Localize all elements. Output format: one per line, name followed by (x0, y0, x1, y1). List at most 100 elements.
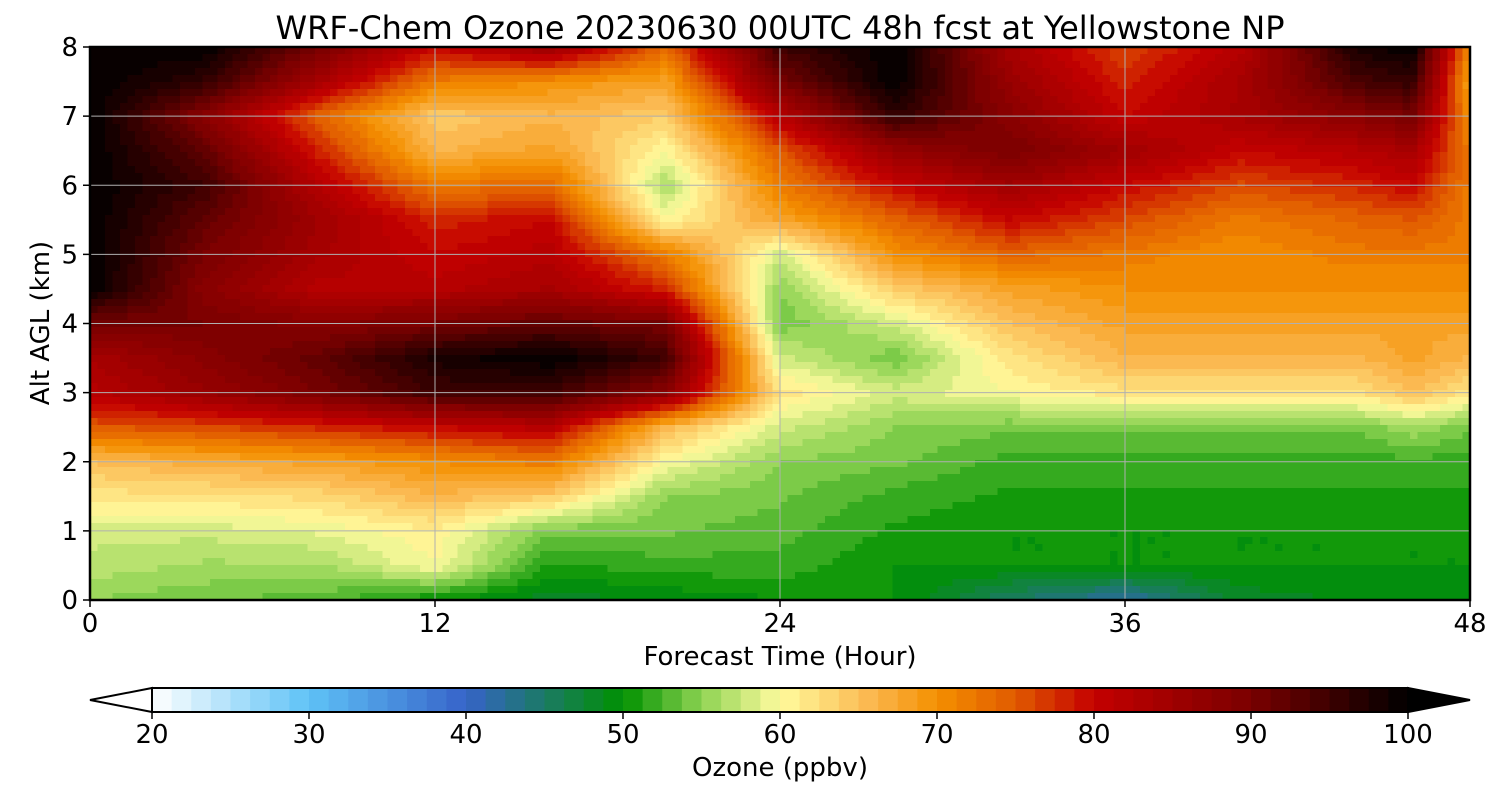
heatmap-cell (1410, 215, 1419, 223)
heatmap-cell (1117, 180, 1126, 188)
heatmap-cell (1095, 89, 1104, 97)
heatmap-cell (1057, 110, 1066, 118)
heatmap-cell (1140, 47, 1149, 55)
heatmap-cell (1312, 89, 1321, 97)
heatmap-cell (180, 61, 189, 69)
heatmap-cell (1147, 229, 1156, 237)
heatmap-cell (1372, 159, 1381, 167)
heatmap-cell (1050, 138, 1059, 146)
heatmap-cell (225, 138, 234, 146)
heatmap-cell (1432, 68, 1441, 76)
heatmap-cell (390, 89, 399, 97)
heatmap-cell (697, 173, 706, 181)
heatmap-cell (937, 68, 946, 76)
heatmap-cell (337, 152, 346, 160)
heatmap-cell (1425, 82, 1434, 90)
heatmap-cell (637, 152, 646, 160)
heatmap-cell (877, 131, 886, 139)
heatmap-cell (487, 166, 496, 174)
heatmap-cell (1275, 201, 1284, 209)
heatmap-cell (1207, 82, 1216, 90)
heatmap-cell (105, 173, 114, 181)
heatmap-cell (1042, 131, 1051, 139)
heatmap-cell (1462, 54, 1470, 62)
heatmap-cell (630, 96, 639, 104)
heatmap-cell (592, 82, 601, 90)
heatmap-cell (795, 229, 804, 237)
heatmap-cell (1312, 208, 1321, 216)
heatmap-cell (390, 110, 399, 118)
heatmap-cell (502, 138, 511, 146)
heatmap-cell (1192, 187, 1201, 195)
heatmap-cell (1095, 138, 1104, 146)
heatmap-cell (480, 145, 489, 153)
heatmap-cell (232, 194, 241, 202)
heatmap-cell (990, 47, 999, 55)
heatmap-cell (1132, 222, 1141, 230)
heatmap-cell (1050, 96, 1059, 104)
heatmap-cell (772, 152, 781, 160)
heatmap-cell (135, 201, 144, 209)
heatmap-cell (120, 201, 129, 209)
heatmap-cell (772, 187, 781, 195)
heatmap-cell (135, 173, 144, 181)
heatmap-cell (1260, 173, 1269, 181)
heatmap-cell (1042, 89, 1051, 97)
heatmap-cell (780, 180, 789, 188)
heatmap-cell (1065, 96, 1074, 104)
heatmap-cell (480, 201, 489, 209)
heatmap-cell (502, 75, 511, 83)
heatmap-cell (502, 54, 511, 62)
heatmap-cell (585, 110, 594, 118)
heatmap-cell (1260, 145, 1269, 153)
heatmap-cell (1057, 117, 1066, 125)
heatmap-cell (1065, 110, 1074, 118)
heatmap-cell (555, 145, 564, 153)
heatmap-cell (675, 194, 684, 202)
heatmap-cell (90, 138, 99, 146)
heatmap-cell (697, 68, 706, 76)
heatmap-cell (787, 222, 796, 230)
heatmap-cell (1432, 82, 1441, 90)
heatmap-cell (1282, 215, 1291, 223)
heatmap-cell (1125, 61, 1134, 69)
heatmap-cell (1252, 201, 1261, 209)
heatmap-cell (1117, 54, 1126, 62)
heatmap-cell (1252, 152, 1261, 160)
heatmap-cell (510, 117, 519, 125)
heatmap-cell (465, 89, 474, 97)
heatmap-cell (1177, 124, 1186, 132)
heatmap-cell (1297, 180, 1306, 188)
heatmap-cell (1350, 54, 1359, 62)
heatmap-cell (847, 152, 856, 160)
heatmap-cell (1387, 124, 1396, 132)
heatmap-cell (960, 96, 969, 104)
heatmap-cell (1402, 152, 1411, 160)
heatmap-cell (1080, 173, 1089, 181)
heatmap-cell (1020, 173, 1029, 181)
heatmap-cell (502, 229, 511, 237)
heatmap-cell (97, 236, 106, 244)
heatmap-cell (262, 138, 271, 146)
heatmap-cell (502, 222, 511, 230)
heatmap-cell (855, 68, 864, 76)
heatmap-cell (922, 180, 931, 188)
heatmap-cell (780, 145, 789, 153)
heatmap-cell (1230, 159, 1239, 167)
heatmap-cell (1035, 47, 1044, 55)
heatmap-cell (757, 47, 766, 55)
heatmap-cell (990, 54, 999, 62)
heatmap-cell (1027, 124, 1036, 132)
heatmap-cell (255, 103, 264, 111)
heatmap-cell (1387, 152, 1396, 160)
heatmap-cell (292, 82, 301, 90)
heatmap-cell (1170, 152, 1179, 160)
heatmap-cell (1425, 54, 1434, 62)
heatmap-cell (127, 103, 136, 111)
heatmap-cell (502, 201, 511, 209)
heatmap-cell (742, 124, 751, 132)
heatmap-cell (772, 124, 781, 132)
heatmap-cell (787, 117, 796, 125)
heatmap-cell (705, 47, 714, 55)
heatmap-cell (210, 89, 219, 97)
